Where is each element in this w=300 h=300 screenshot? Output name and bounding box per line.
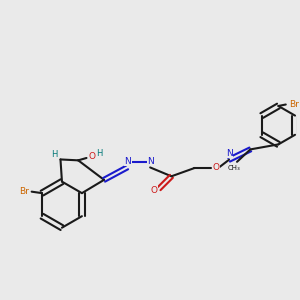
Text: O: O	[89, 152, 96, 161]
Text: N: N	[124, 157, 131, 166]
Text: CH₃: CH₃	[228, 165, 240, 171]
Text: H: H	[96, 149, 103, 158]
Text: H: H	[51, 150, 57, 159]
Text: Br: Br	[19, 187, 28, 196]
Text: N: N	[147, 157, 154, 166]
Text: O: O	[151, 186, 158, 195]
Text: N: N	[226, 149, 233, 158]
Text: O: O	[212, 163, 219, 172]
Text: Br: Br	[289, 100, 299, 109]
